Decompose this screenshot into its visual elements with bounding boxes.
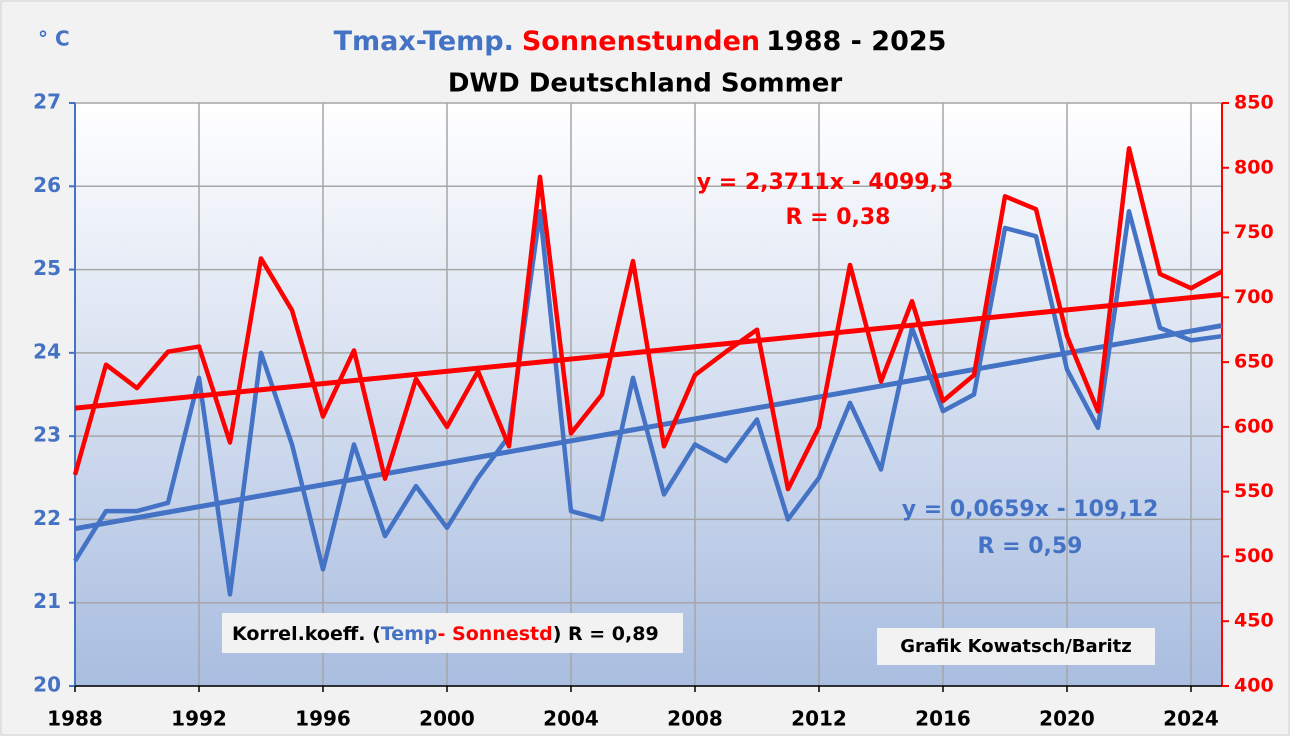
x-tick-label: 2008 [667,707,723,731]
y-tick-label: 26 [33,173,61,197]
trend-r: R = 0,38 [786,205,891,230]
y-tick-label: 23 [33,423,61,447]
x-tick-label: 2020 [1039,707,1095,731]
trend-equation: y = 0,0659x - 109,12 [902,497,1159,522]
x-tick-label: 2024 [1163,707,1219,731]
y2-tick-label: 700 [1234,286,1274,308]
y2-tick-label: 800 [1234,156,1274,178]
marks: y = 2,3711x - 4099,3 R = 0,38 y = 0,0659x … [72,146,1224,597]
y-tick-label: 21 [33,589,61,613]
y2-tick-label: 450 [1234,610,1274,632]
correlation-note: Korrel.koeff. (Temp- Sonnestd) R = 0,89 [232,623,659,645]
x-tick-label: 1992 [171,707,227,731]
annotation-box [222,613,683,653]
note-part: - [438,623,453,645]
note-part: Sonnestd [452,623,553,645]
note-part: Temp [381,623,438,645]
y2-tick-label: 650 [1234,351,1274,373]
grid: 20 21 22 23 24 25 26 27 400 450 500 550 600 650 700 750… [33,90,1274,731]
y-tick-label: 22 [33,506,61,530]
x-tick-label: 2016 [915,707,971,731]
y2-tick-label: 850 [1234,92,1274,114]
note-part: Korrel.koeff. ( [232,623,381,645]
x-tick-label: 1996 [295,707,351,731]
title-series-2: Sonnenstunden [522,26,760,57]
y2-tick-label: 500 [1234,545,1274,567]
y-tick-label: 27 [33,90,61,114]
credit-box [877,628,1155,665]
credit: Grafik Kowatsch/Baritz [900,636,1132,657]
trend-equation: y = 2,3711x - 4099,3 [697,170,954,195]
trend-line [74,292,1223,411]
y-tick-label: 20 [33,673,61,697]
y-unit: ° C [38,27,70,51]
trend-r: R = 0,59 [978,534,1083,559]
y-tick-label: 24 [33,339,61,363]
note-part: ) R = 0,89 [553,623,659,645]
y2-tick-label: 600 [1234,415,1274,437]
x-tick-label: 2000 [419,707,475,731]
y2-tick-label: 750 [1234,221,1274,243]
y2-tick-label: 550 [1234,480,1274,502]
plot-area [75,103,1222,686]
y-tick-label: 25 [33,256,61,280]
chart-subtitle: DWD Deutschland Sommer [448,69,842,99]
chart-title: Tmax-Temp. Sonnenstunden 1988 - 2025 [334,26,947,57]
x-tick-label: 1988 [47,707,103,731]
series-line [73,209,1223,597]
trend-line [74,323,1223,532]
title-years: 1988 - 2025 [766,26,946,57]
y2-tick-label: 400 [1234,675,1274,697]
x-tick-label: 2004 [543,707,599,731]
x-tick-label: 2012 [791,707,847,731]
title-series-1: Tmax-Temp. [334,26,514,57]
